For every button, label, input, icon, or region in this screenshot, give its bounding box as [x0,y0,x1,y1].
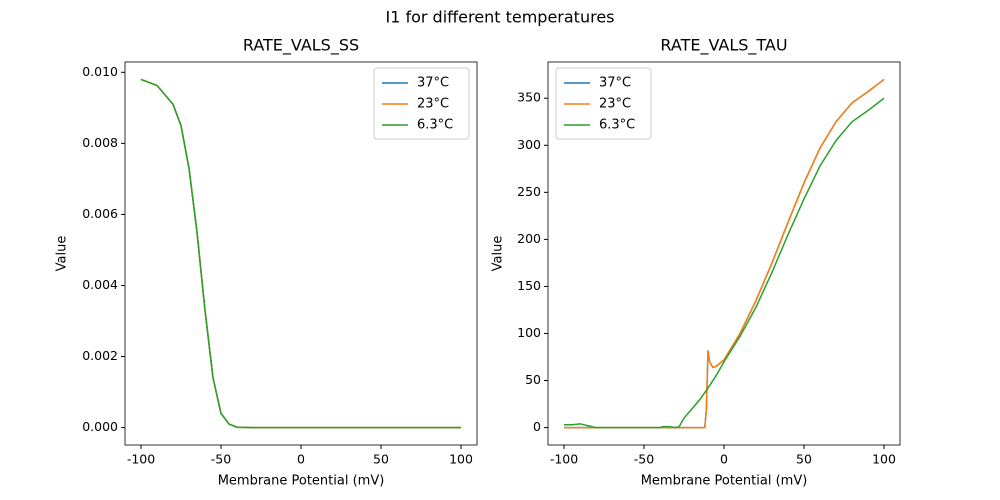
legend-label: 23°C [599,97,631,112]
x-axis-label: Membrane Potential (mV) [641,474,808,489]
x-tick-label: -100 [127,452,155,467]
x-tick-label: 100 [449,452,473,467]
axes-title: RATE_VALS_TAU [660,36,787,56]
x-axis-label: Membrane Potential (mV) [218,474,385,489]
y-tick-label: 300 [517,137,541,152]
y-tick-label: 350 [517,90,541,105]
axes-frame [124,61,478,446]
legend-label: 23°C [417,97,449,112]
legend-label: 37°C [599,76,631,91]
y-tick-label: 0.008 [82,135,118,150]
legend-label: 37°C [417,76,449,91]
y-tick-label: 150 [517,278,541,293]
y-tick-label: 50 [525,372,541,387]
legend-box [373,67,470,140]
y-tick-label: 0.002 [82,348,118,363]
axes-title: RATE_VALS_SS [243,36,359,56]
y-tick-label: 0 [533,419,541,434]
y-tick-label: 200 [517,231,541,246]
x-tick-label: -100 [550,452,578,467]
x-tick-label: -50 [211,452,231,467]
x-tick-label: 0 [720,452,728,467]
x-tick-label: 50 [796,452,812,467]
y-tick-label: 250 [517,184,541,199]
y-tick-label: 0.010 [82,64,118,79]
x-tick-label: -50 [634,452,654,467]
y-axis-label: Value [55,236,70,272]
y-tick-label: 0.004 [82,277,118,292]
y-tick-label: 0.006 [82,206,118,221]
y-tick-label: 100 [517,325,541,340]
x-tick-label: 50 [373,452,389,467]
legend-box [555,67,652,140]
legend-label: 6.3°C [599,118,635,133]
figure-title: I1 for different temperatures [385,8,614,27]
axes-frame [547,61,901,446]
legend-label: 6.3°C [417,118,453,133]
x-tick-label: 100 [872,452,896,467]
series-line [564,97,885,429]
series-line [140,78,461,429]
y-axis-label: Value [491,236,506,272]
y-tick-label: 0.000 [82,419,118,434]
x-tick-label: 0 [297,452,305,467]
